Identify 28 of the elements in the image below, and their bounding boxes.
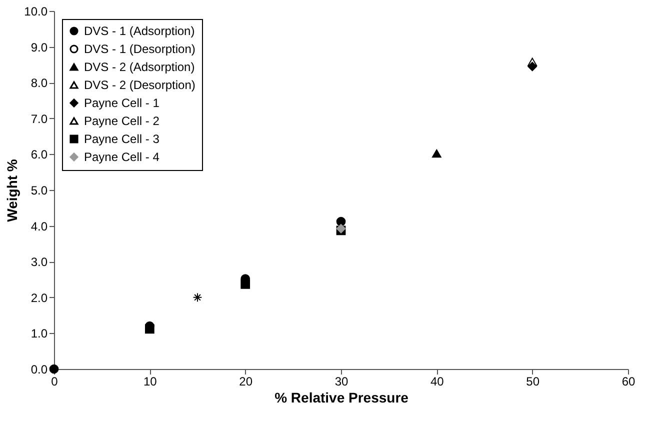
legend-label: DVS - 1 (Adsorption) <box>84 24 195 38</box>
y-tick-label: 10.0 <box>24 4 48 18</box>
y-axis-title: Weight % <box>4 158 20 222</box>
y-tick-label: 5.0 <box>30 184 48 198</box>
legend-label: Payne Cell - 4 <box>84 150 160 164</box>
y-tick-label: 4.0 <box>30 219 48 234</box>
x-tick-label: 10 <box>143 374 158 388</box>
x-tick-label: 50 <box>526 374 540 388</box>
y-tick-label: 0.0 <box>30 362 48 376</box>
y-tick-label: 9.0 <box>30 40 48 54</box>
y-tick-label: 6.0 <box>30 148 48 162</box>
legend-label: DVS - 2 (Desorption) <box>84 78 196 92</box>
legend-label: DVS - 2 (Adsorption) <box>84 60 195 74</box>
legend-label: DVS - 1 (Desorption) <box>84 42 196 56</box>
x-axis-title: % Relative Pressure <box>274 390 409 406</box>
x-tick-label: 60 <box>622 374 636 388</box>
legend-label: Payne Cell - 2 <box>84 114 160 128</box>
y-tick-label: 7.0 <box>30 112 48 126</box>
y-tick-label: 2.0 <box>30 290 48 305</box>
x-tick-label: 30 <box>334 374 348 388</box>
y-tick-label: 1.0 <box>30 326 48 341</box>
x-tick-label: 20 <box>239 374 253 388</box>
x-tick-label: 40 <box>430 374 444 388</box>
x-tick-label: 0 <box>51 374 58 388</box>
y-tick-label: 3.0 <box>30 255 48 270</box>
legend-label: Payne Cell - 3 <box>84 132 160 146</box>
y-tick-label: 8.0 <box>30 76 48 90</box>
legend-label: Payne Cell - 1 <box>84 96 160 110</box>
